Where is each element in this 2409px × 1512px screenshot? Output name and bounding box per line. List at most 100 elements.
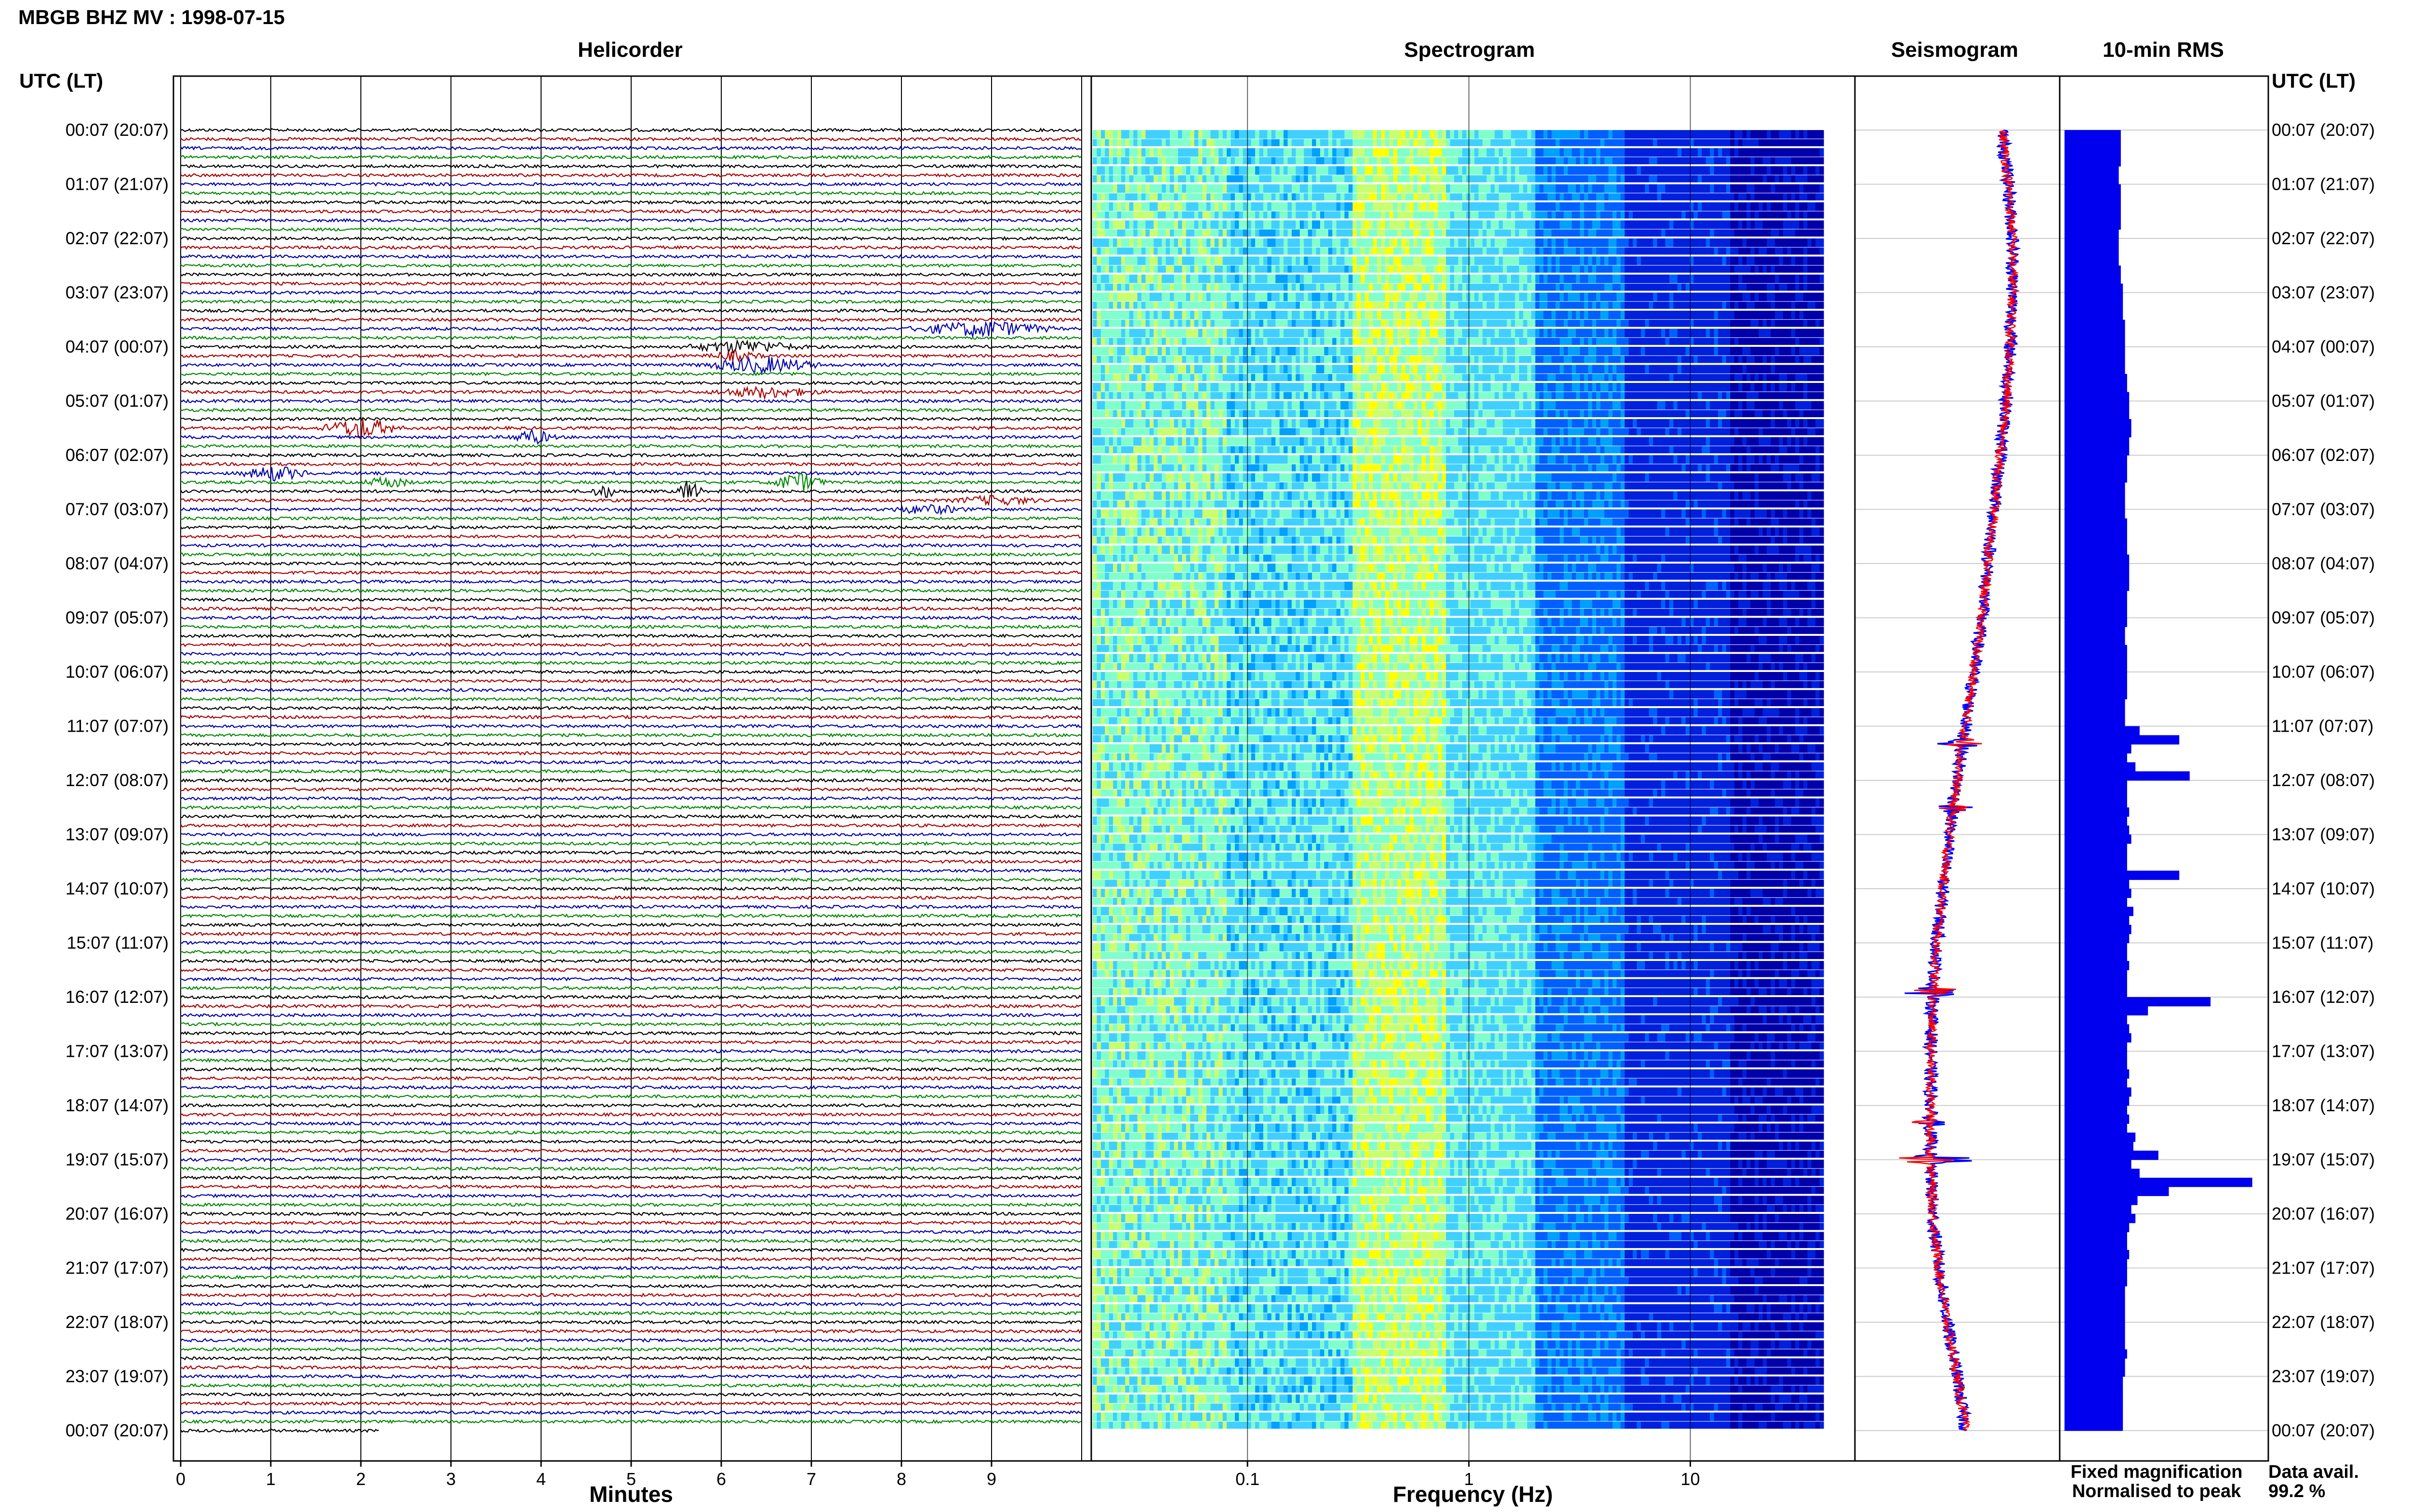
spectrogram-cell <box>1548 148 1552 157</box>
spectrogram-cell <box>1657 130 1662 139</box>
spectrogram-cell <box>1812 166 1816 175</box>
spectrogram-cell <box>1551 148 1556 157</box>
spectrogram-cell <box>1523 166 1527 175</box>
spectrogram-cell <box>1259 175 1264 183</box>
spectrogram-cell <box>1093 175 1097 183</box>
spectrogram-cell <box>1101 166 1105 175</box>
spectrogram-cell <box>1592 175 1597 183</box>
spectrogram-cell <box>1377 139 1381 146</box>
spectrogram-cell <box>1572 148 1576 157</box>
spectrogram-cell <box>1604 166 1609 175</box>
spectrogram-cell <box>1495 166 1499 175</box>
spectrogram-cell <box>1795 139 1800 146</box>
spectrogram-cell <box>1162 166 1166 175</box>
spectrogram-cell <box>1584 175 1588 183</box>
helicorder-tick-label: 3 <box>446 1469 456 1489</box>
spectrogram-cell <box>1377 148 1381 157</box>
spectrogram-cell <box>1747 130 1751 139</box>
spectrogram-cell <box>1174 175 1178 183</box>
spectrogram-cell <box>1527 139 1532 146</box>
spectrogram-cell <box>1227 139 1231 146</box>
spectrogram-cell <box>1621 175 1625 183</box>
spectrogram-cell <box>1491 148 1495 157</box>
spectrogram-cell <box>1633 148 1637 157</box>
spectrogram-cell <box>1641 157 1645 164</box>
spectrogram-cell <box>1446 175 1450 183</box>
spectrogram-cell <box>1535 148 1540 157</box>
spectrogram-cell <box>1531 175 1535 183</box>
spectrogram-cell <box>1795 166 1800 175</box>
spectrogram-cell <box>1340 166 1345 175</box>
spectrogram-cell <box>1271 139 1276 146</box>
spectrogram-cell <box>1568 130 1572 139</box>
spectrogram-cell <box>1280 130 1284 139</box>
spectrogram-cell <box>1673 130 1678 139</box>
spectrogram-cell <box>1535 175 1540 183</box>
spectrogram-cell <box>1763 157 1767 164</box>
spectrogram-cell <box>1482 166 1487 175</box>
spectrogram-cell <box>1251 148 1256 157</box>
spectrogram-cell <box>1369 148 1373 157</box>
helicorder-tick-label: 6 <box>716 1469 726 1489</box>
spectrogram-cell <box>1182 139 1186 146</box>
spectrogram-cell <box>1190 130 1194 139</box>
spectrogram-cell <box>1580 130 1584 139</box>
spectrogram-cell <box>1767 130 1771 139</box>
spectrogram-cell <box>1815 130 1820 139</box>
spectrogram-cell <box>1093 130 1097 139</box>
spectrogram-cell <box>1332 166 1337 175</box>
spectrogram-cell <box>1434 139 1438 146</box>
spectrogram-cell <box>1190 148 1194 157</box>
spectrogram-cell <box>1637 148 1641 157</box>
spectrogram-cell <box>1284 130 1288 139</box>
spectrogram-cell <box>1613 157 1617 164</box>
spectrogram-cell <box>1681 148 1686 157</box>
spectrogram-cell <box>1170 175 1174 183</box>
spectrogram-cell <box>1361 130 1365 139</box>
spectrogram-cell <box>1113 148 1117 157</box>
spectrogram-cell <box>1604 148 1609 157</box>
spectrogram-cell <box>1657 166 1662 175</box>
spectrogram-cell <box>1726 130 1731 139</box>
spectrogram-cell <box>1787 148 1791 157</box>
spectrogram-cell <box>1210 130 1215 139</box>
spectrogram-cell <box>1186 175 1191 183</box>
spectrogram-cell <box>1162 130 1166 139</box>
spectrogram-cell <box>1223 157 1227 164</box>
spectrogram-cell <box>1402 139 1406 146</box>
spectrogram-cell <box>1328 166 1333 175</box>
spectrogram-cell <box>1361 139 1365 146</box>
spectrogram-cell <box>1393 157 1398 164</box>
spectrogram-cell <box>1271 130 1276 139</box>
spectrogram-cell <box>1730 166 1734 175</box>
spectrogram-cell <box>1787 157 1791 164</box>
spectrogram-cell <box>1133 175 1138 183</box>
spectrogram-cell <box>1470 130 1475 139</box>
spectrogram-cell <box>1300 175 1304 183</box>
spectrogram-cell <box>1560 175 1564 183</box>
spectrogram-cell <box>1243 157 1247 164</box>
spectrogram-cell <box>1426 166 1430 175</box>
spectrogram-cell <box>1608 175 1613 183</box>
spectrogram-cell <box>1292 130 1296 139</box>
spectrogram-cell <box>1141 157 1146 164</box>
spectrogram-cell <box>1779 166 1783 175</box>
spectrogram-cell <box>1535 130 1540 139</box>
spectrogram-cell <box>1742 139 1747 146</box>
helicorder-tick-label: 0 <box>176 1469 185 1489</box>
spectrogram-cell <box>1332 148 1337 157</box>
spectrogram-cell <box>1601 130 1605 139</box>
spectrogram-cell <box>1430 166 1434 175</box>
spectrogram-cell <box>1393 139 1398 146</box>
spectrogram-cell <box>1580 175 1584 183</box>
spectrogram-cell <box>1422 157 1426 164</box>
spectrogram-cell <box>1194 166 1199 175</box>
spectrogram-cell <box>1320 157 1324 164</box>
spectrogram-cell <box>1616 139 1621 146</box>
spectrogram-cell <box>1316 166 1321 175</box>
helicorder-trace <box>181 1131 1081 1134</box>
spectrogram-cell <box>1527 157 1532 164</box>
spectrogram-cell <box>1438 157 1442 164</box>
spectrogram-cell <box>1121 148 1125 157</box>
spectrogram-cell <box>1499 157 1503 164</box>
